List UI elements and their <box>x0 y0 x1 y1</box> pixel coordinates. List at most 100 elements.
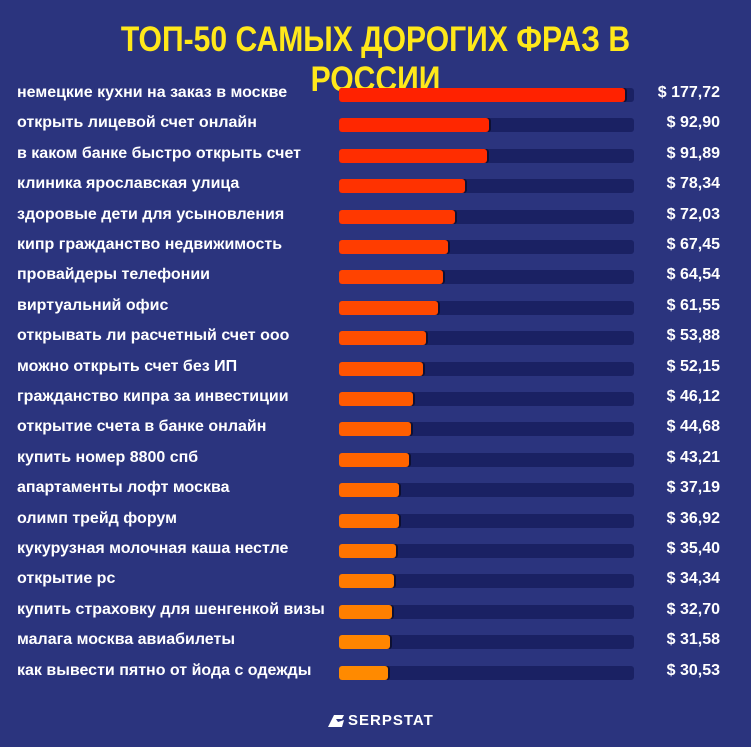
bar <box>339 148 488 163</box>
bar-row: в каком банке быстро открыть счет $ 91,8… <box>0 140 751 170</box>
bar-row: апартаменты лофт москва $ 37,19 <box>0 474 751 504</box>
bar-row: открытие рс $ 34,34 <box>0 565 751 595</box>
category-label: олимп трейд форум <box>17 509 177 527</box>
bar <box>339 665 389 680</box>
value-label: $ 78,34 <box>666 175 720 193</box>
value-label: $ 43,21 <box>666 448 720 466</box>
bar-row: открытие счета в банке онлайн $ 44,68 <box>0 413 751 443</box>
value-label: $ 36,92 <box>666 509 720 527</box>
category-label: как вывести пятно от йода с одежды <box>17 661 312 679</box>
category-label: открытие счета в банке онлайн <box>17 418 267 436</box>
value-label: $ 44,68 <box>666 418 720 436</box>
bar-track <box>339 392 634 406</box>
bar <box>339 240 448 254</box>
value-label: $ 46,12 <box>666 388 720 405</box>
category-label: виртуальний офис <box>17 296 169 314</box>
category-label: кипр гражданство недвижимость <box>17 236 283 253</box>
bar-track <box>339 118 634 133</box>
category-label: открытие рс <box>17 570 116 588</box>
category-label: здоровые дети для усыновления <box>17 205 285 223</box>
bar-row: здоровые дети для усыновления $ 72,03 <box>0 201 751 231</box>
category-label: кукурузная молочная каша нестле <box>17 540 289 557</box>
value-label: $ 35,40 <box>666 540 720 557</box>
bar <box>339 604 392 619</box>
category-label: купить номер 8800 спб <box>17 448 199 466</box>
bar-row: гражданство кипра за инвестиции $ 46,12 <box>0 383 751 413</box>
value-label: $ 53,88 <box>666 327 720 345</box>
bar-track <box>339 300 634 315</box>
bar-row: виртуальний офис $ 61,55 <box>0 292 751 322</box>
value-label: $ 31,58 <box>666 631 720 649</box>
value-label: $ 37,19 <box>666 479 720 497</box>
bar-row: кипр гражданство недвижимость $ 67,45 <box>0 231 751 261</box>
value-label: $ 177,72 <box>657 84 720 101</box>
bar-track <box>339 604 634 619</box>
bar-track <box>339 148 634 163</box>
bar-track <box>339 635 634 650</box>
bar-row: купить номер 8800 спб $ 43,21 <box>0 444 751 474</box>
bar <box>339 544 397 558</box>
bar-row: кукурузная молочная каша нестле $ 35,40 <box>0 535 751 565</box>
bar <box>339 513 399 528</box>
category-label: немецкие кухни на заказ в москве <box>17 84 288 101</box>
bar-track <box>339 209 634 224</box>
bar <box>339 331 426 346</box>
category-label: клиника ярославская улица <box>17 175 240 193</box>
category-label: провайдеры телефонии <box>17 266 210 284</box>
bar-track <box>339 483 634 498</box>
bar <box>339 179 466 194</box>
bar-track <box>339 665 634 680</box>
bar-row: открыть лицевой счет онлайн $ 92,90 <box>0 109 751 139</box>
value-label: $ 64,54 <box>666 266 720 284</box>
brand-name: SERPSTAT <box>348 712 434 729</box>
serpstat-logo: SERPSTAT <box>328 712 434 729</box>
bar-track <box>339 513 634 528</box>
bar-track <box>339 544 634 558</box>
category-label: открывать ли расчетный счет ооо <box>17 327 290 345</box>
bar <box>339 392 414 406</box>
bar-row: открывать ли расчетный счет ооо $ 53,88 <box>0 322 751 352</box>
bar <box>339 452 409 467</box>
serpstat-logo-icon <box>328 714 344 727</box>
bar-track <box>339 179 634 194</box>
bar-row: олимп трейд форум $ 36,92 <box>0 505 751 535</box>
bar-track <box>339 240 634 254</box>
bar-row: малага москва авиабилеты $ 31,58 <box>0 626 751 656</box>
category-label: малага москва авиабилеты <box>17 631 235 649</box>
bar-track <box>339 452 634 467</box>
category-label: можно открыть счет без ИП <box>17 357 238 375</box>
bar-track <box>339 361 634 376</box>
bar <box>339 300 439 315</box>
bar-track <box>339 422 634 437</box>
bar-row: как вывести пятно от йода с одежды $ 30,… <box>0 657 751 687</box>
value-label: $ 92,90 <box>666 114 720 132</box>
bar-row: провайдеры телефонии $ 64,54 <box>0 261 751 291</box>
bar-track <box>339 574 634 589</box>
bar-track <box>339 331 634 346</box>
bar <box>339 118 489 133</box>
bar-row: купить страховку для шенгенкой визы $ 32… <box>0 596 751 626</box>
category-label: открыть лицевой счет онлайн <box>17 114 257 132</box>
bar-row: клиника ярославская улица $ 78,34 <box>0 170 751 200</box>
value-label: $ 52,15 <box>666 357 720 375</box>
category-label: купить страховку для шенгенкой визы <box>17 600 325 618</box>
bar-row: немецкие кухни на заказ в москве $ 177,7… <box>0 79 751 109</box>
bar <box>339 270 444 285</box>
category-label: гражданство кипра за инвестиции <box>17 388 289 405</box>
value-label: $ 67,45 <box>666 236 720 253</box>
category-label: в каком банке быстро открыть счет <box>17 144 301 162</box>
bar <box>339 209 456 224</box>
bar <box>339 88 626 102</box>
bar <box>339 574 395 589</box>
category-label: апартаменты лофт москва <box>17 479 230 497</box>
bar-track <box>339 270 634 285</box>
value-label: $ 91,89 <box>666 144 720 162</box>
bar <box>339 361 424 376</box>
bar <box>339 422 412 437</box>
value-label: $ 61,55 <box>666 296 720 314</box>
value-label: $ 72,03 <box>666 205 720 223</box>
bar-row: можно открыть счет без ИП $ 52,15 <box>0 353 751 383</box>
value-label: $ 32,70 <box>666 600 720 618</box>
value-label: $ 30,53 <box>666 661 720 679</box>
chart-title: ТОП-50 САМЫХ ДОРОГИХ ФРАЗ В РОССИИ <box>120 20 631 99</box>
